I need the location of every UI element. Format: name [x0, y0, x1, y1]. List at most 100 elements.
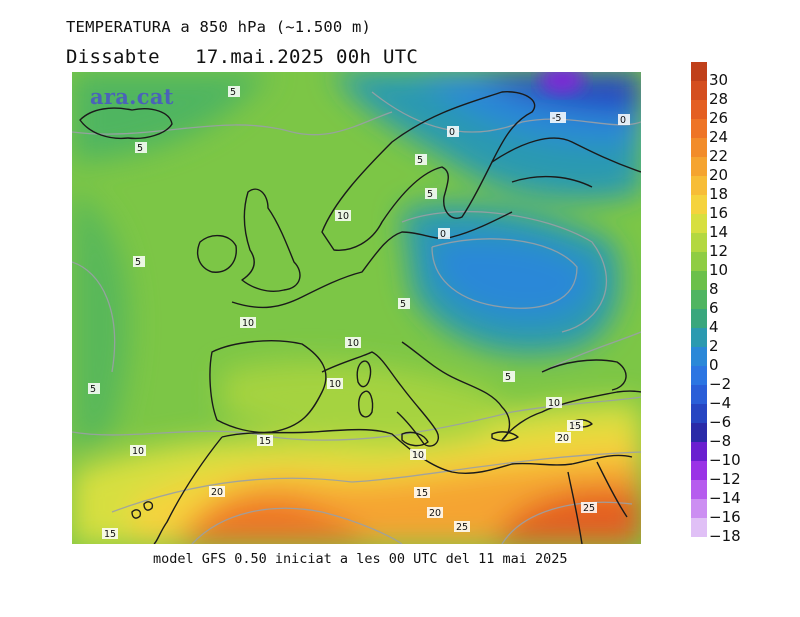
svg-text:5: 5	[90, 384, 96, 395]
legend-swatch	[691, 271, 707, 290]
contour-label: 0	[438, 228, 450, 240]
svg-text:10: 10	[337, 211, 349, 222]
contour-label: 5	[425, 188, 437, 200]
contour-label: 15	[257, 435, 273, 447]
svg-text:5: 5	[505, 372, 511, 383]
contour-label: 5	[133, 256, 145, 268]
legend-swatch	[691, 252, 707, 271]
legend-tick-label: 14	[709, 223, 729, 241]
legend-tick-label: 18	[709, 185, 729, 203]
svg-text:0: 0	[620, 115, 626, 126]
legend-swatch	[691, 195, 707, 214]
contour-label: 20	[555, 432, 571, 444]
contour-labels: 5 5 0 -5 0 5 5 10 0 5 5 10 10 10 5 5 10 …	[88, 86, 630, 540]
legend-swatch	[691, 233, 707, 252]
svg-text:-5: -5	[552, 113, 561, 124]
contour-label: 20	[427, 507, 443, 519]
contour-label: 10	[546, 397, 562, 409]
contour-label: 15	[102, 528, 118, 540]
contour-label: 5	[398, 298, 410, 310]
contour-label: 20	[209, 486, 225, 498]
map-subtitle-date: Dissabte 17.mai.2025 00h UTC	[66, 46, 419, 68]
legend-tick-label: −8	[709, 432, 732, 450]
contour-label: 10	[345, 337, 361, 349]
legend-tick-label: 20	[709, 166, 729, 184]
map-title: TEMPERATURA a 850 hPa (~1.500 m)	[66, 18, 372, 36]
contour-label: 15	[567, 420, 583, 432]
svg-text:0: 0	[440, 229, 446, 240]
svg-text:25: 25	[583, 503, 595, 514]
legend-tick-label: −4	[709, 394, 732, 412]
svg-text:15: 15	[104, 529, 116, 540]
contour-label: 0	[618, 114, 630, 126]
contour-label: 10	[130, 445, 146, 457]
contour-label: 10	[240, 317, 256, 329]
svg-text:10: 10	[548, 398, 560, 409]
legend-tick-label: 8	[709, 280, 719, 298]
svg-text:5: 5	[137, 143, 143, 154]
legend-swatch	[691, 138, 707, 157]
legend-tick-label: 26	[709, 109, 729, 127]
contour-label: 10	[335, 210, 351, 222]
model-run-caption: model GFS 0.50 iniciat a les 00 UTC del …	[153, 551, 568, 567]
legend-tick-label: 6	[709, 299, 719, 317]
svg-text:5: 5	[427, 189, 433, 200]
contour-label: 5	[88, 383, 100, 395]
legend-tick-label: 4	[709, 318, 719, 336]
cold-spot	[540, 72, 584, 94]
legend-tick-label: 0	[709, 356, 719, 374]
legend-swatch	[691, 461, 707, 480]
legend-tick-label: 28	[709, 90, 729, 108]
svg-text:10: 10	[242, 318, 254, 329]
temperature-field	[72, 72, 641, 544]
contour-label: -5	[550, 112, 566, 124]
legend-tick-label: 24	[709, 128, 729, 146]
contour-label: 10	[410, 449, 426, 461]
legend-swatch	[691, 290, 707, 309]
legend-tick-label: −6	[709, 413, 732, 431]
contour-label: 10	[327, 378, 343, 390]
legend-swatch	[691, 100, 707, 119]
legend-swatch	[691, 347, 707, 366]
legend-swatch	[691, 176, 707, 195]
legend-swatch	[691, 404, 707, 423]
legend-swatch	[691, 499, 707, 518]
contour-label: 25	[454, 521, 470, 533]
legend-swatch	[691, 328, 707, 347]
legend-swatch	[691, 214, 707, 233]
contour-label: 5	[415, 154, 427, 166]
legend-swatch	[691, 518, 707, 537]
legend-tick-label: −18	[709, 527, 741, 545]
legend-swatch	[691, 62, 707, 81]
svg-text:10: 10	[347, 338, 359, 349]
legend-tick-label: −14	[709, 489, 741, 507]
legend-swatch	[691, 309, 707, 328]
svg-text:5: 5	[417, 155, 423, 166]
svg-text:10: 10	[329, 379, 341, 390]
coastlines	[79, 91, 641, 544]
svg-text:15: 15	[259, 436, 271, 447]
contour-label: 5	[135, 142, 147, 154]
svg-text:15: 15	[569, 421, 581, 432]
temperature-map: 5 5 0 -5 0 5 5 10 0 5 5 10 10 10 5 5 10 …	[72, 72, 641, 544]
legend-swatch	[691, 157, 707, 176]
legend-tick-label: 10	[709, 261, 729, 279]
svg-text:20: 20	[211, 487, 223, 498]
legend-swatch	[691, 366, 707, 385]
legend-tick-label: −2	[709, 375, 732, 393]
legend-tick-label: 16	[709, 204, 729, 222]
legend-tick-label: −16	[709, 508, 741, 526]
legend-tick-label: −12	[709, 470, 741, 488]
isotherm-lines	[72, 91, 641, 544]
brand-logo: ara.cat	[90, 84, 174, 109]
svg-text:5: 5	[135, 257, 141, 268]
legend-swatch	[691, 119, 707, 138]
legend-swatch	[691, 442, 707, 461]
svg-text:15: 15	[416, 488, 428, 499]
svg-text:10: 10	[412, 450, 424, 461]
contour-label: 5	[503, 371, 515, 383]
contour-label: 25	[581, 502, 597, 514]
svg-text:25: 25	[456, 522, 468, 533]
svg-text:5: 5	[230, 87, 236, 98]
contour-label: 0	[447, 126, 459, 138]
